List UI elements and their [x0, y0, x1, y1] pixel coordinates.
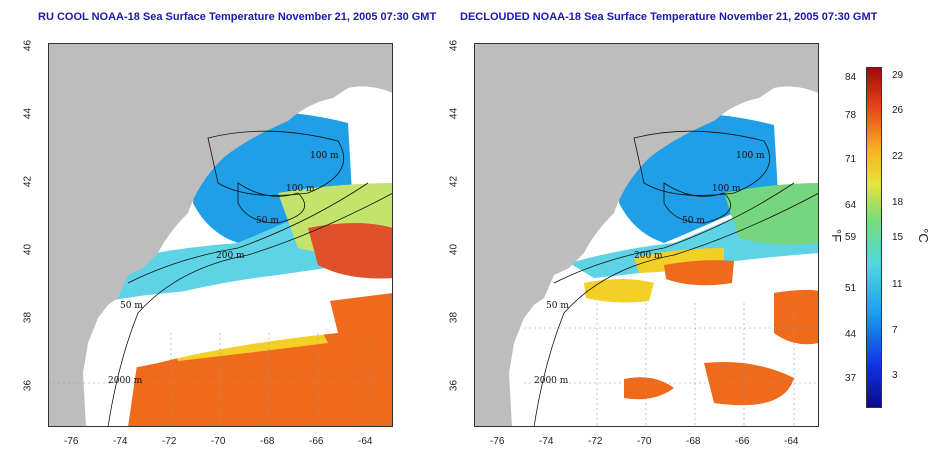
celsius-tick: 7 [892, 325, 898, 336]
celsius-tick: 18 [892, 197, 904, 208]
left-contour-label-3: 50 m [256, 216, 279, 226]
right-grid [524, 303, 819, 427]
right-warm-patch [584, 279, 654, 303]
right-contour-label-5: 50 m [546, 301, 569, 311]
right-lon-tick: -72 [588, 436, 603, 447]
left-lat-tick: 44 [22, 107, 34, 120]
right-hot-patch-2 [774, 289, 819, 345]
left-contour-label-5: 50 m [120, 301, 143, 311]
right-lat-tick: 36 [448, 379, 460, 392]
left-lat-tick: 40 [22, 243, 34, 256]
right-hot-patch-3 [624, 377, 674, 400]
celsius-tick: 11 [892, 279, 903, 290]
fahrenheit-tick: 51 [845, 283, 857, 294]
fahrenheit-tick: 84 [845, 72, 857, 83]
left-sst-map: 100 m 100 m 50 m 200 m 50 m 2000 m [48, 43, 393, 427]
celsius-unit-label: °C [915, 228, 931, 243]
left-lat-tick: 46 [22, 39, 34, 52]
right-contour-label-2: 100 m [712, 184, 741, 194]
left-map-title: RU COOL NOAA-18 Sea Surface Temperature … [38, 11, 437, 23]
right-map-title: DECLOUDED NOAA-18 Sea Surface Temperatur… [460, 11, 878, 23]
left-lon-tick: -64 [358, 436, 373, 447]
left-lon-tick: -74 [113, 436, 128, 447]
left-contour-label-6: 2000 m [108, 376, 143, 386]
left-lat-tick: 42 [22, 175, 34, 188]
right-lon-tick: -74 [539, 436, 554, 447]
right-contour-2000m [533, 192, 819, 427]
fahrenheit-tick: 78 [845, 110, 857, 121]
temperature-colorbar [866, 67, 882, 408]
right-lat-tick: 44 [448, 107, 460, 120]
right-lon-tick: -64 [784, 436, 799, 447]
right-sst-map: 100 m 100 m 50 m 200 m 50 m 2000 m [474, 43, 819, 427]
left-contour-label-4: 200 m [216, 251, 245, 261]
left-grid [48, 333, 393, 427]
right-lat-tick: 38 [448, 311, 460, 324]
left-contour-label-2: 100 m [286, 184, 315, 194]
fahrenheit-tick: 71 [845, 154, 857, 165]
left-lon-tick: -70 [211, 436, 226, 447]
right-lon-tick: -68 [686, 436, 701, 447]
celsius-tick: 15 [892, 232, 904, 243]
fahrenheit-unit-label: °F [829, 228, 845, 243]
left-lon-tick: -68 [260, 436, 275, 447]
right-land-mass [474, 43, 819, 427]
left-lon-tick: -66 [309, 436, 324, 447]
right-lat-tick: 46 [448, 39, 460, 52]
left-contour-200m [127, 182, 369, 284]
left-lon-tick: -72 [162, 436, 177, 447]
fahrenheit-tick: 37 [845, 373, 857, 384]
left-contour-label-1: 100 m [310, 151, 339, 161]
fahrenheit-tick: 59 [845, 232, 857, 243]
celsius-tick: 26 [892, 105, 904, 116]
left-contour-2000m [107, 192, 393, 427]
left-contour-100m [207, 130, 345, 196]
left-land-mass [48, 43, 393, 427]
right-contour-label-3: 50 m [682, 216, 705, 226]
right-hot-patch-4 [704, 362, 794, 406]
left-lat-tick: 36 [22, 379, 34, 392]
right-mild-water [724, 183, 819, 245]
right-contour-label-6: 2000 m [534, 376, 569, 386]
right-contour-100m [633, 130, 771, 196]
left-warm-water [308, 223, 393, 279]
right-contour-label-4: 200 m [634, 251, 663, 261]
celsius-tick: 22 [892, 151, 904, 162]
right-contour-label-1: 100 m [736, 151, 765, 161]
right-lat-tick: 42 [448, 175, 460, 188]
left-contour-50m [237, 182, 305, 224]
right-contour-50m [663, 182, 731, 224]
fahrenheit-tick: 44 [845, 329, 857, 340]
fahrenheit-tick: 64 [845, 200, 857, 211]
celsius-tick: 3 [892, 370, 898, 381]
left-lon-tick: -76 [64, 436, 79, 447]
right-lon-tick: -66 [735, 436, 750, 447]
right-hot-patch-1 [664, 260, 734, 286]
right-lat-tick: 40 [448, 243, 460, 256]
left-cloud-band [108, 289, 338, 373]
left-lat-tick: 38 [22, 311, 34, 324]
celsius-tick: 29 [892, 70, 904, 81]
right-lon-tick: -76 [490, 436, 505, 447]
right-contour-200m [553, 182, 795, 284]
right-lon-tick: -70 [637, 436, 652, 447]
